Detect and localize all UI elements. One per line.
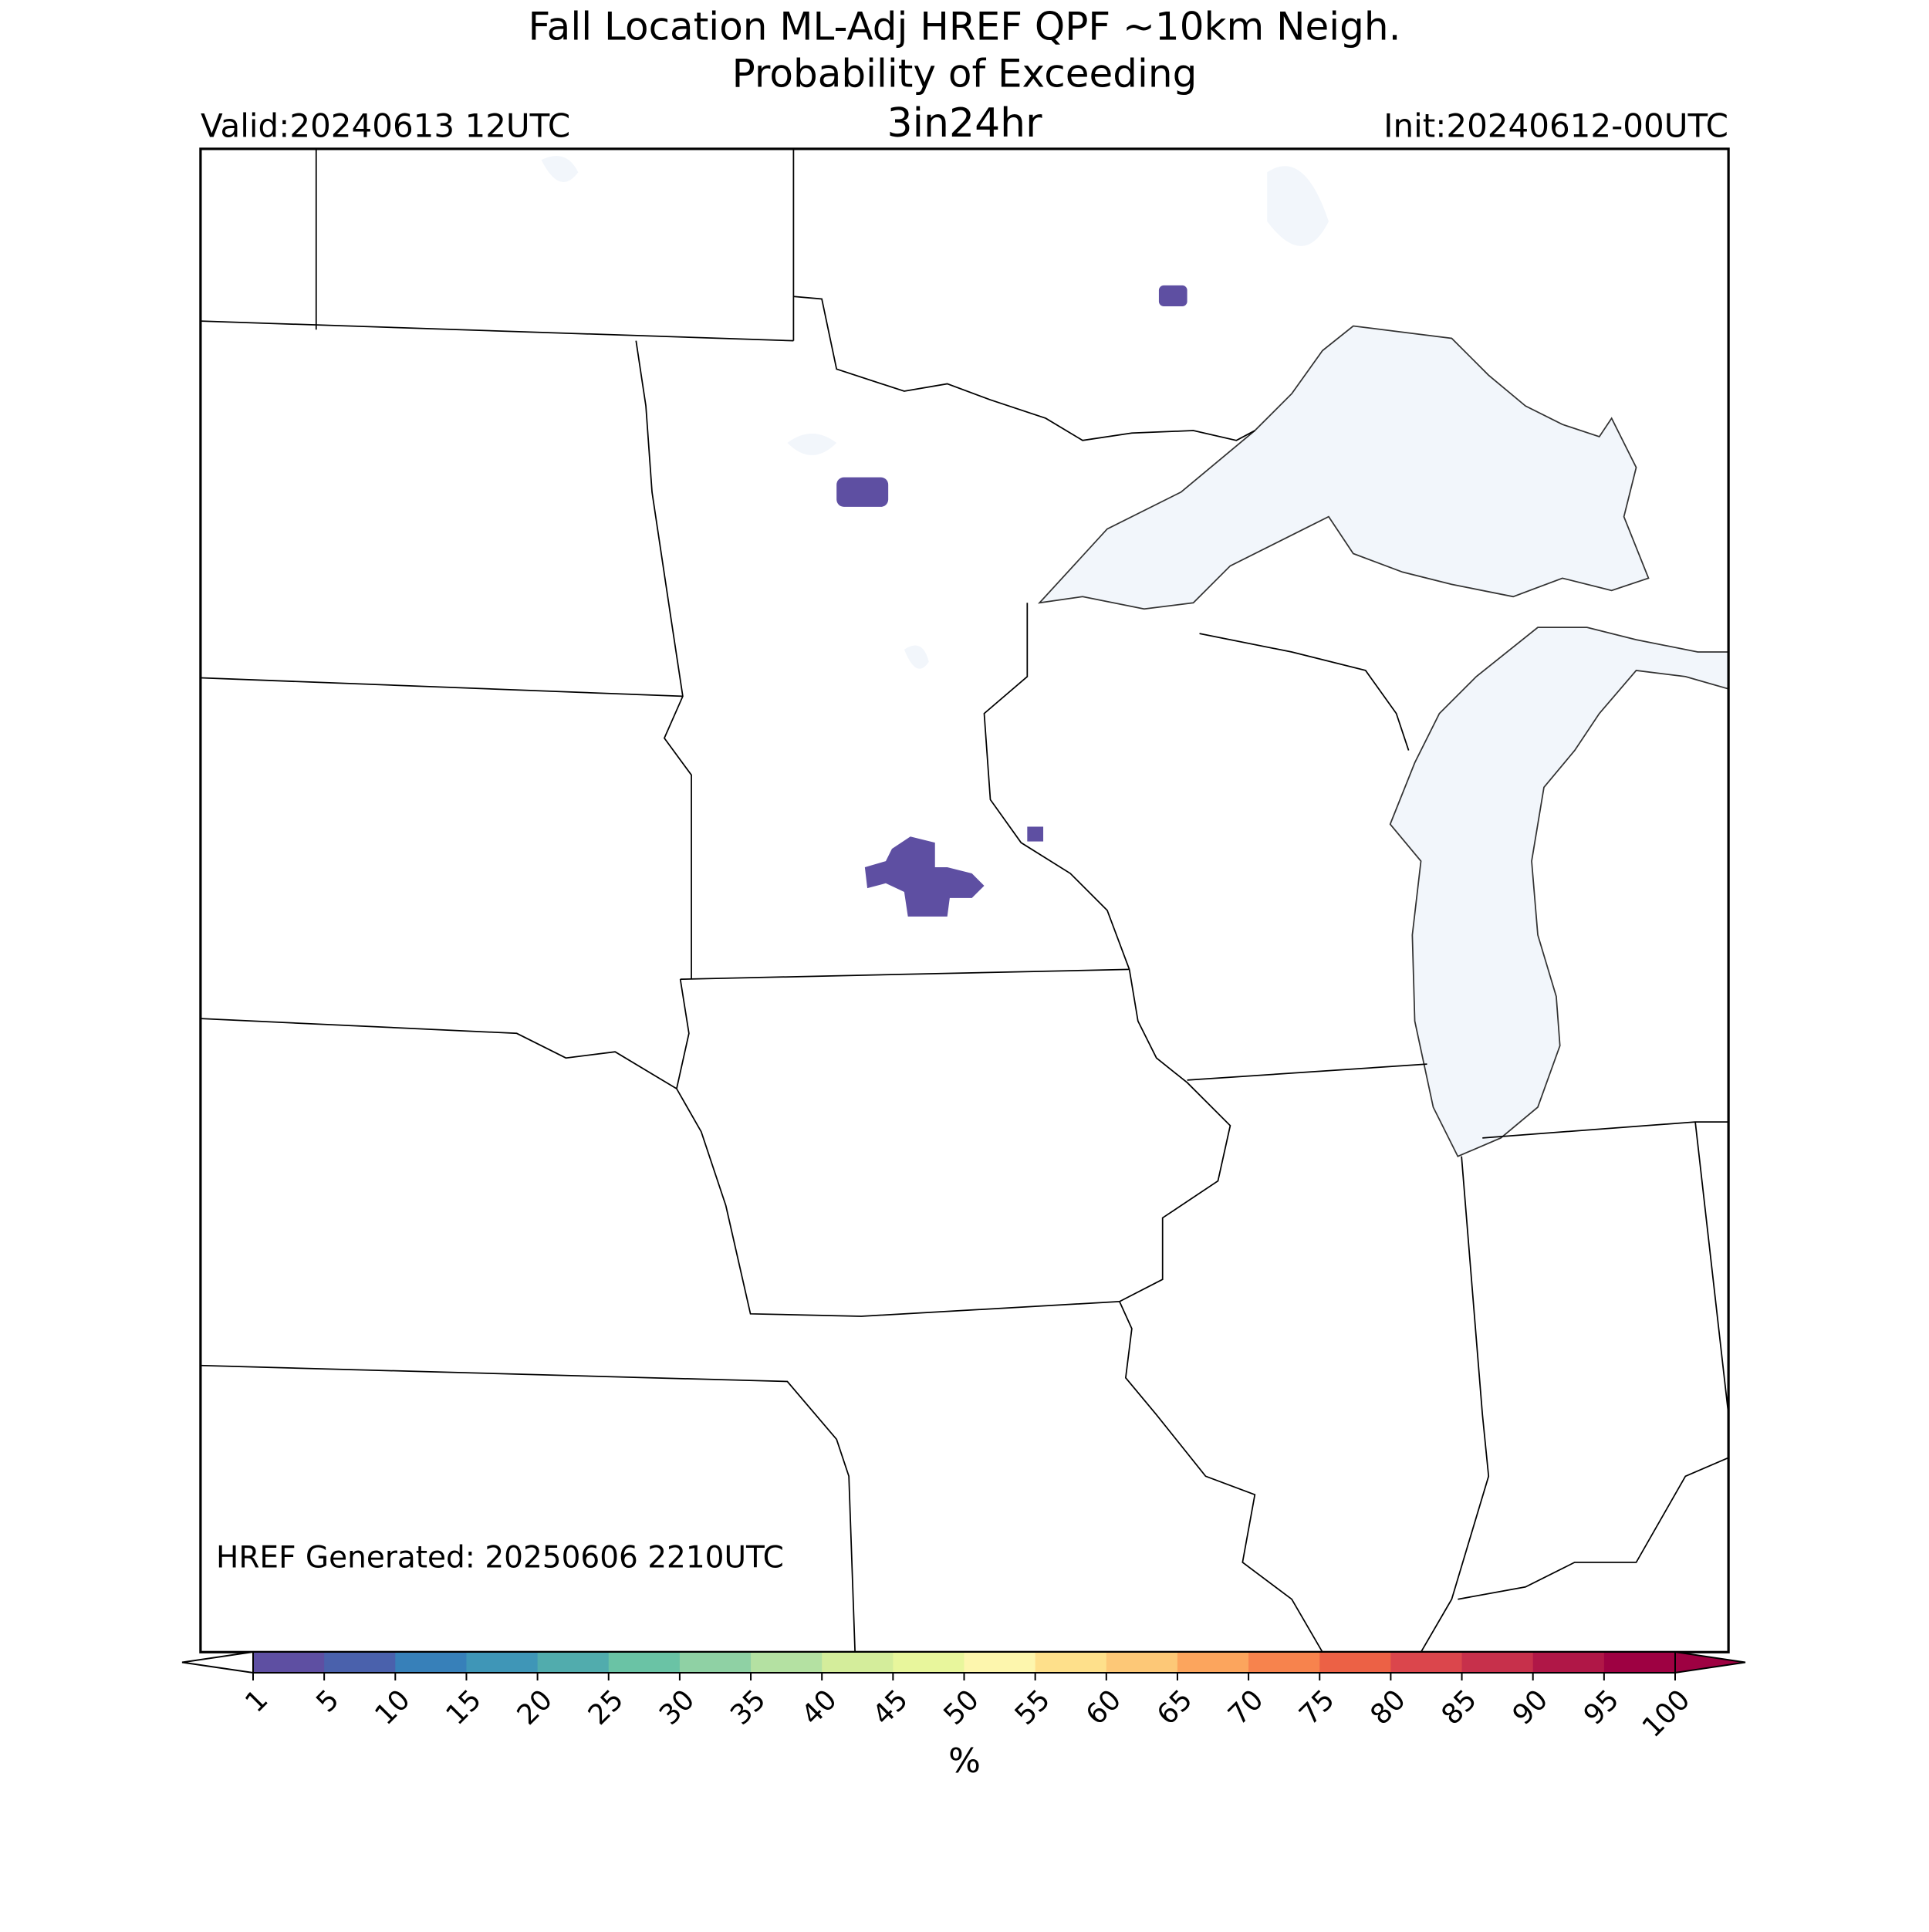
colorbar-tick-label: 25 [583,1684,630,1731]
colorbar-bin [822,1652,894,1673]
colorbar-bin [1035,1652,1107,1673]
colorbar-tick-label: 30 [654,1684,701,1731]
colorbar-bin [253,1652,325,1673]
title: Fall Location ML-Adj HREF QPF ~10km Neig… [529,5,1401,49]
colorbar-tick-label: 55 [1009,1684,1056,1731]
colorbar-bin [1177,1652,1249,1673]
colorbar-tick-label: 75 [1293,1684,1340,1731]
colorbar-bin [1390,1652,1463,1673]
init-time: Init:20240612-00UTC [1383,107,1728,145]
colorbar-bin [395,1652,467,1673]
colorbar-extend-low [181,1650,254,1674]
colorbar-bin [1603,1652,1676,1673]
colorbar-bin [1106,1652,1178,1673]
colorbar-extend-high [1674,1650,1746,1674]
generated-note: HREF Generated: 20250606 2210UTC [216,1541,784,1576]
colorbar-bin [1248,1652,1320,1673]
lake-superior [1037,325,1650,610]
colorbar-tick-label: 1 [239,1684,274,1718]
colorbar-tick-label: 10 [369,1684,416,1731]
colorbar-bin [679,1652,752,1673]
colorbar-bin [466,1652,539,1673]
threshold: 3in24hr [887,100,1043,147]
probability-areas [836,285,1187,917]
small-lakes [541,155,1329,669]
colorbar-bin [537,1652,610,1673]
colorbar-label: % [948,1741,981,1781]
colorbar-tick-label: 80 [1364,1684,1411,1731]
lake-michigan [1389,627,1730,1157]
colorbar-tick-label: 85 [1436,1684,1483,1731]
colorbar: 1 5 10 15 20 25 30 35 40 45 50 55 60 65 70 75 80 85 90 95 10… [181,1650,1746,1744]
valid-time: Valid:20240613 12UTC [201,107,570,145]
colorbar-tick-label: 45 [867,1684,914,1731]
colorbar-bin [893,1652,964,1673]
colorbar-tick-label: 15 [440,1684,487,1731]
colorbar-tick-label: 40 [796,1684,843,1731]
colorbar-tick-label: 90 [1507,1684,1554,1731]
colorbar-tick-label: 5 [310,1684,345,1718]
subtitle: Probability of Exceeding [732,52,1198,96]
colorbar-tick-label: 35 [725,1684,772,1731]
map [199,147,1730,1653]
colorbar-bin [608,1652,681,1673]
colorbar-tick-label: 20 [512,1684,559,1731]
colorbar-bin [751,1652,823,1673]
colorbar-tick-label: 60 [1080,1684,1127,1731]
colorbar-bin [1319,1652,1391,1673]
colorbar-tick-label: 65 [1151,1684,1198,1731]
colorbar-bin [964,1652,1036,1673]
colorbar-tick-label: 100 [1637,1684,1697,1744]
borders [200,148,1730,1653]
colorbar-bin [1532,1652,1605,1673]
colorbar-tick-label: 70 [1222,1684,1269,1731]
colorbar-bin [324,1652,396,1673]
colorbar-tick-label: 95 [1578,1684,1625,1731]
colorbar-tick-label: 50 [938,1684,985,1731]
colorbar-bin [1461,1652,1534,1673]
